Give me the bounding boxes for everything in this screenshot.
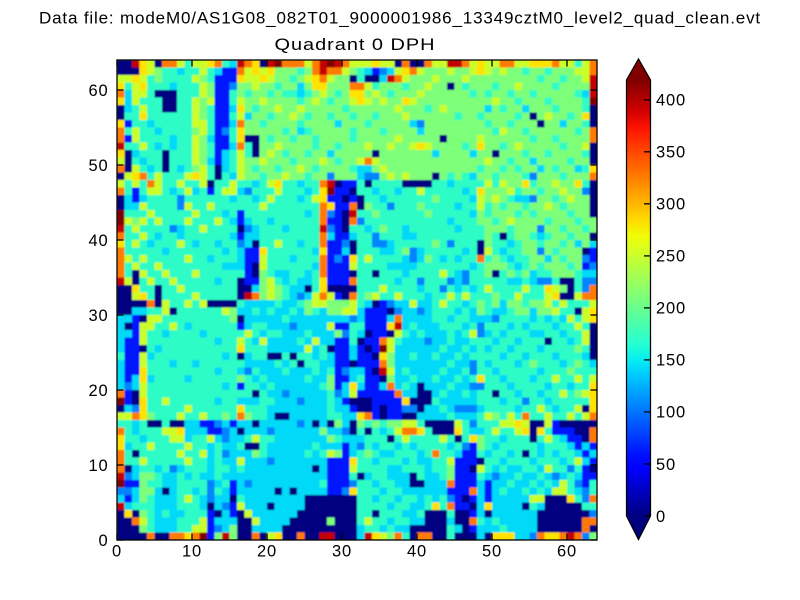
svg-text:200: 200 — [656, 300, 686, 318]
svg-text:150: 150 — [656, 352, 686, 370]
svg-text:0: 0 — [656, 508, 666, 526]
svg-text:Data file: modeM0/AS1G08_082T0: Data file: modeM0/AS1G08_082T01_90000019… — [39, 10, 761, 28]
svg-text:300: 300 — [656, 196, 686, 214]
svg-text:20: 20 — [257, 543, 277, 561]
svg-text:40: 40 — [89, 232, 109, 250]
svg-text:30: 30 — [332, 543, 352, 561]
svg-text:0: 0 — [99, 532, 109, 550]
svg-text:20: 20 — [89, 382, 109, 400]
svg-text:50: 50 — [89, 157, 109, 175]
svg-text:50: 50 — [656, 456, 676, 474]
svg-text:Quadrant 0 DPH: Quadrant 0 DPH — [275, 36, 436, 54]
svg-text:60: 60 — [89, 82, 109, 100]
svg-text:400: 400 — [656, 92, 686, 110]
svg-text:0: 0 — [112, 543, 122, 561]
svg-text:60: 60 — [557, 543, 577, 561]
svg-text:10: 10 — [182, 543, 202, 561]
svg-text:30: 30 — [89, 307, 109, 325]
svg-text:250: 250 — [656, 248, 686, 266]
svg-text:10: 10 — [89, 457, 109, 475]
svg-text:100: 100 — [656, 404, 686, 422]
svg-text:40: 40 — [407, 543, 427, 561]
svg-text:350: 350 — [656, 144, 686, 162]
svg-text:50: 50 — [482, 543, 502, 561]
